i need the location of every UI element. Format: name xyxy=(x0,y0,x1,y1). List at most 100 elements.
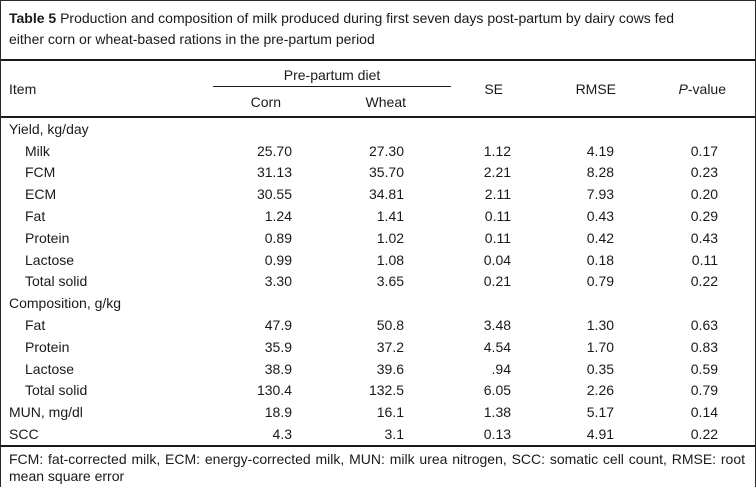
cell-wheat: 39.6 xyxy=(376,360,405,377)
cell-p xyxy=(624,117,755,140)
cell-wheat: 16.1 xyxy=(376,404,405,421)
cell-item: Total solid xyxy=(25,382,88,399)
cell-wheat: 3.65 xyxy=(376,273,405,290)
cell-item: Milk xyxy=(25,142,50,159)
cell-p: 0.43 xyxy=(690,229,719,246)
cell-se: 1.38 xyxy=(483,404,512,421)
cell-p: 0.22 xyxy=(690,426,719,443)
table-group-row: Yield, kg/day xyxy=(1,117,755,140)
cell-se xyxy=(414,292,521,314)
cell-se: 1.12 xyxy=(483,142,512,159)
cell-p: 0.59 xyxy=(690,360,719,377)
cell-corn: 30.55 xyxy=(256,186,292,203)
cell-item: Fat xyxy=(25,317,46,334)
column-header-pvalue: P-value xyxy=(624,60,755,118)
table-row: Milk 25.70 27.30 1.12 4.19 0.17 xyxy=(1,140,755,162)
cell-p: 0.63 xyxy=(690,317,719,334)
diet-group-label: Pre-partum diet xyxy=(283,66,381,83)
pvalue-rest-part: -value xyxy=(687,80,727,97)
cell-p: 0.79 xyxy=(690,382,719,399)
cell-corn: 3.30 xyxy=(264,273,292,290)
cell-p: 0.83 xyxy=(690,338,719,355)
cell-se: 0.04 xyxy=(483,251,512,268)
cell-item: Lactose xyxy=(25,251,75,268)
cell-wheat: 1.08 xyxy=(376,251,405,268)
table-footnote: FCM: fat-corrected milk, ECM: energy-cor… xyxy=(9,450,745,485)
cell-p: 0.14 xyxy=(690,404,719,421)
cell-corn: 25.70 xyxy=(256,142,292,159)
cell-se xyxy=(414,117,521,140)
table-number-label: Table 5 xyxy=(9,10,57,26)
table-row: Total solid 3.30 3.65 0.21 0.79 0.22 xyxy=(1,271,755,293)
cell-rmse: 0.18 xyxy=(586,251,615,268)
cell-rmse: 8.28 xyxy=(586,164,615,181)
cell-p: 0.22 xyxy=(690,273,719,290)
cell-rmse: 0.35 xyxy=(586,360,615,377)
cell-corn: 18.9 xyxy=(264,404,292,421)
cell-corn: 0.89 xyxy=(264,229,292,246)
cell-corn: 35.9 xyxy=(264,338,292,355)
table-row: Protein 0.89 1.02 0.11 0.42 0.43 xyxy=(1,227,755,249)
cell-se: 2.11 xyxy=(484,186,512,203)
title-text-line2: either corn or wheat-based rations in th… xyxy=(9,31,375,47)
cell-item: SCC xyxy=(9,426,39,443)
column-header-item: Item xyxy=(1,60,208,118)
cell-corn: 47.9 xyxy=(264,317,292,334)
cell-se: 0.21 xyxy=(483,273,512,290)
cell-item: Yield, kg/day xyxy=(9,120,89,137)
cell-p: 0.11 xyxy=(691,251,719,268)
milk-production-table: Item Pre-partum diet SE RMSE P-value Cor… xyxy=(1,59,755,447)
cell-item: Lactose xyxy=(25,360,75,377)
table-row: Protein 35.9 37.2 4.54 1.70 0.83 xyxy=(1,336,755,358)
table-row: FCM 31.13 35.70 2.21 8.28 0.23 xyxy=(1,162,755,184)
cell-wheat xyxy=(302,117,414,140)
table-row: SCC 4.3 3.1 0.13 4.91 0.22 xyxy=(1,423,755,446)
cell-wheat: 1.02 xyxy=(376,229,405,246)
cell-p xyxy=(624,292,755,314)
cell-p: 0.23 xyxy=(690,164,719,181)
table-row: Lactose 38.9 39.6 .94 0.35 0.59 xyxy=(1,358,755,380)
column-header-se: SE xyxy=(414,60,522,118)
table-header: Item Pre-partum diet SE RMSE P-value Cor… xyxy=(1,60,755,118)
cell-se: 3.48 xyxy=(483,317,512,334)
cell-se: 0.11 xyxy=(484,229,512,246)
cell-wheat: 132.5 xyxy=(368,382,405,399)
cell-p: 0.17 xyxy=(690,142,719,159)
cell-rmse: 0.79 xyxy=(586,273,615,290)
table-row: MUN, mg/dl 18.9 16.1 1.38 5.17 0.14 xyxy=(1,401,755,423)
cell-corn: 0.99 xyxy=(264,251,292,268)
title-text-line1: Production and composition of milk produ… xyxy=(60,10,675,26)
header-row-group: Item Pre-partum diet SE RMSE P-value xyxy=(1,60,755,118)
table-row: Fat 47.9 50.8 3.48 1.30 0.63 xyxy=(1,314,755,336)
cell-corn: 31.13 xyxy=(256,164,292,181)
cell-se: .94 xyxy=(491,360,512,377)
cell-rmse: 1.30 xyxy=(586,317,615,334)
cell-se: 2.21 xyxy=(483,164,512,181)
cell-corn: 130.4 xyxy=(256,382,292,399)
cell-rmse: 0.42 xyxy=(586,229,615,246)
cell-se: 0.11 xyxy=(484,208,512,225)
cell-item: Total solid xyxy=(25,273,88,290)
cell-rmse: 4.91 xyxy=(586,426,615,443)
cell-rmse: 0.43 xyxy=(586,208,615,225)
cell-wheat xyxy=(302,292,414,314)
cell-se: 0.13 xyxy=(483,426,512,443)
header-row-diets: Corn Wheat xyxy=(1,88,755,118)
cell-corn: 4.3 xyxy=(272,426,292,443)
cell-wheat: 1.41 xyxy=(376,208,405,225)
cell-se: 4.54 xyxy=(483,338,512,355)
cell-item: Protein xyxy=(25,338,70,355)
cell-item: MUN, mg/dl xyxy=(9,404,83,421)
cell-wheat: 34.81 xyxy=(368,186,405,203)
cell-rmse: 2.26 xyxy=(586,382,615,399)
cell-item: Protein xyxy=(25,229,70,246)
cell-rmse xyxy=(521,117,624,140)
table-group-row: Composition, g/kg xyxy=(1,292,755,314)
cell-se: 6.05 xyxy=(483,382,512,399)
cell-corn xyxy=(208,117,302,140)
pvalue-italic-part: P xyxy=(678,80,688,97)
cell-rmse: 1.70 xyxy=(586,338,615,355)
cell-rmse: 7.93 xyxy=(586,186,615,203)
cell-wheat: 50.8 xyxy=(376,317,405,334)
